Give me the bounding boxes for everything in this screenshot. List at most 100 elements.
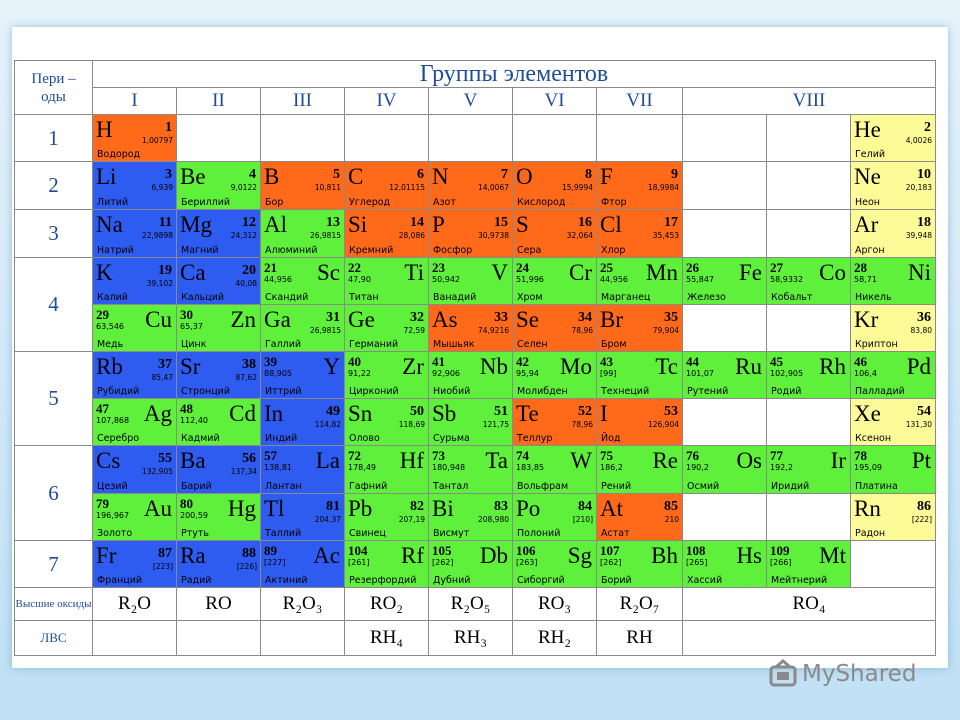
element-name: Ртуть — [181, 527, 210, 539]
element-symbol: Ti — [404, 260, 424, 285]
element-number: 52 — [578, 404, 592, 419]
hydride-formula: RH₂ — [512, 620, 597, 656]
element-number: 42 — [516, 354, 529, 369]
element-cell: I 53 126,904 Йод — [596, 398, 683, 446]
element-name: Медь — [97, 338, 124, 350]
element-symbol: Rf — [401, 543, 424, 568]
watermark-icon — [769, 659, 797, 687]
element-cell: 42 95,94 Mo Молибден — [512, 351, 597, 399]
element-cell: 41 92,906 Nb Ниобий — [428, 351, 513, 399]
element-mass: 137,34 — [230, 467, 257, 476]
element-name: Платина — [855, 480, 898, 492]
element-number: 43 — [600, 354, 613, 369]
grid-cell — [176, 114, 261, 162]
element-name: Алюминий — [265, 244, 318, 256]
element-cell: Al 13 26,9815 Алюминий — [260, 209, 345, 258]
title: Группы элементов — [92, 60, 936, 88]
element-name: Скандий — [265, 291, 309, 303]
element-mass: 192,2 — [770, 463, 793, 472]
element-mass: 101,07 — [686, 369, 714, 378]
element-cell: O 8 15,9994 Кислород — [512, 161, 597, 210]
element-number: 20 — [242, 263, 256, 278]
element-mass: 9,0122 — [230, 183, 257, 192]
element-number: 6 — [417, 167, 424, 182]
element-mass: 186,2 — [600, 463, 623, 472]
element-symbol: Hg — [227, 496, 256, 521]
element-number: 16 — [578, 215, 592, 230]
element-number: 74 — [516, 448, 529, 463]
element-number: 41 — [432, 354, 445, 369]
element-number: 50 — [410, 404, 424, 419]
element-number: 15 — [494, 215, 508, 230]
element-cell: He 2 4,0026 Гелий — [850, 114, 936, 162]
element-cell: Ca 20 40,08 Кальций — [176, 257, 261, 305]
element-symbol: Fr — [96, 543, 117, 568]
element-mass: 28,086 — [398, 231, 425, 240]
element-symbol: W — [570, 448, 592, 473]
element-mass: 95,94 — [516, 369, 539, 378]
element-symbol: Cr — [569, 260, 592, 285]
element-number: 107 — [600, 543, 620, 558]
element-cell: 107 [262] Bh Борий — [596, 540, 683, 588]
element-cell: Li 3 6,939 Литий — [92, 161, 177, 210]
element-mass: 63,546 — [96, 322, 124, 331]
element-name: Кобальт — [771, 291, 813, 303]
element-name: Магний — [181, 244, 219, 256]
grid-cell — [850, 540, 936, 588]
element-symbol: O — [516, 164, 533, 189]
element-name: Хассий — [687, 574, 723, 586]
element-cell: 45 102,905 Rh Родий — [766, 351, 851, 399]
element-cell: 27 58,9332 Co Кобальт — [766, 257, 851, 305]
element-cell: 44 101,07 Ru Рутений — [682, 351, 767, 399]
element-cell: 104 [261] Rf Резерфордий — [344, 540, 429, 588]
element-name: Йод — [601, 432, 621, 444]
element-mass: [210] — [572, 515, 593, 524]
element-name: Марганец — [601, 291, 651, 303]
element-mass: 112,40 — [180, 416, 208, 425]
element-name: Тантал — [433, 480, 469, 492]
element-mass: [222] — [911, 515, 932, 524]
element-mass: 35,453 — [652, 231, 679, 240]
element-mass: 180,948 — [432, 463, 466, 472]
element-symbol: Cu — [145, 307, 172, 332]
element-name: Серебро — [97, 432, 140, 444]
oxide-formula: R₂O₃ — [260, 587, 345, 621]
element-symbol: Al — [264, 212, 287, 237]
element-name: Бериллий — [181, 196, 231, 208]
group-label: III — [260, 87, 345, 115]
element-number: 35 — [664, 310, 678, 325]
element-number: 27 — [770, 260, 783, 275]
element-symbol: Ca — [180, 260, 206, 285]
element-mass: 114,82 — [314, 420, 341, 429]
element-number: 39 — [264, 354, 277, 369]
element-symbol: Co — [819, 260, 846, 285]
element-number: 13 — [326, 215, 340, 230]
element-number: 79 — [96, 496, 109, 511]
grid-cell — [682, 493, 767, 541]
grid-cell — [682, 114, 767, 162]
hydrides-label: ЛВС — [14, 620, 93, 656]
element-mass: 58,9332 — [770, 275, 804, 284]
element-name: Индий — [265, 432, 298, 444]
element-name: Радий — [181, 574, 212, 586]
element-name: Селен — [517, 338, 548, 350]
element-number: 51 — [494, 404, 508, 419]
element-name: Сурьма — [433, 432, 470, 444]
oxide-formula: RO — [176, 587, 261, 621]
element-symbol: Ra — [180, 543, 206, 568]
element-cell: 46 106,4 Pd Палладий — [850, 351, 936, 399]
element-name: Фосфор — [433, 244, 473, 256]
element-name: Цинк — [181, 338, 207, 350]
oxide-formula: R₂O₇ — [596, 587, 683, 621]
element-symbol: Ge — [348, 307, 375, 332]
element-mass: 51,996 — [516, 275, 544, 284]
element-cell: 25 44,956 Mn Марганец — [596, 257, 683, 305]
element-cell: 106 [263] Sg Сиборгий — [512, 540, 597, 588]
element-mass: 65,37 — [180, 322, 203, 331]
grid-cell — [766, 209, 851, 258]
element-cell: 28 58,71 Ni Никель — [850, 257, 936, 305]
element-name: Гелий — [855, 148, 886, 160]
grid-cell — [682, 161, 767, 210]
element-cell: Sr 38 87,62 Стронций — [176, 351, 261, 399]
element-number: 25 — [600, 260, 613, 275]
